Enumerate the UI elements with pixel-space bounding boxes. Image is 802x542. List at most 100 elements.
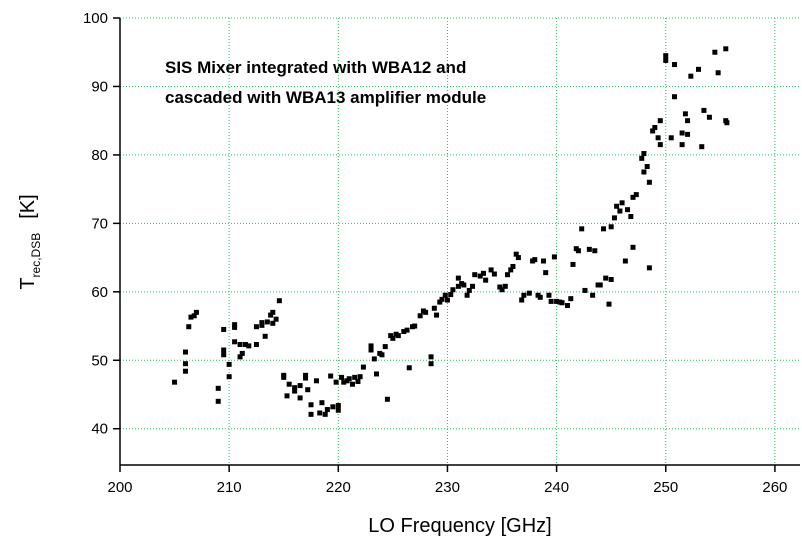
data-point — [601, 226, 607, 232]
data-point — [259, 322, 265, 328]
data-point — [444, 297, 450, 303]
data-point — [384, 396, 390, 402]
data-point — [368, 347, 374, 353]
data-point — [232, 324, 238, 330]
y-tick-label: 100 — [83, 10, 108, 27]
data-point — [510, 263, 516, 269]
data-point — [546, 292, 552, 298]
data-point — [382, 344, 388, 350]
data-point — [592, 248, 598, 254]
data-point — [590, 292, 596, 298]
data-point — [639, 155, 645, 161]
data-point — [431, 305, 437, 311]
data-point — [497, 284, 503, 290]
data-point — [357, 374, 363, 380]
data-point — [723, 46, 729, 52]
data-point — [253, 342, 259, 348]
data-point — [614, 203, 620, 209]
data-point — [281, 372, 287, 378]
data-point — [532, 257, 538, 263]
data-point — [423, 309, 429, 315]
data-point — [682, 111, 688, 117]
data-point — [270, 309, 276, 315]
data-point — [434, 312, 440, 318]
data-point — [450, 287, 456, 293]
data-point — [221, 352, 227, 358]
data-point — [439, 296, 445, 302]
data-point — [622, 258, 628, 264]
data-point — [253, 324, 259, 330]
data-point — [724, 120, 730, 126]
x-tick-label: 200 — [107, 479, 132, 496]
x-tick-label: 260 — [762, 479, 787, 496]
data-point — [646, 179, 652, 185]
data-point — [548, 298, 554, 304]
data-point — [428, 354, 434, 360]
data-point — [319, 400, 325, 406]
data-point — [513, 251, 519, 257]
data-point — [308, 411, 314, 417]
data-point — [663, 53, 669, 59]
data-point — [297, 395, 303, 401]
data-point — [264, 319, 270, 325]
data-point — [715, 70, 721, 76]
data-point — [284, 393, 290, 399]
data-point — [335, 407, 341, 413]
data-point — [182, 349, 188, 355]
data-point — [712, 49, 718, 55]
data-point — [172, 379, 178, 385]
data-point — [671, 94, 677, 100]
data-point — [502, 283, 508, 289]
data-point — [379, 352, 385, 358]
data-point — [657, 142, 663, 148]
data-point — [270, 320, 276, 326]
data-point — [625, 207, 631, 213]
data-point — [412, 323, 418, 329]
data-point — [182, 361, 188, 367]
data-point — [491, 271, 497, 277]
data-point — [608, 224, 614, 230]
data-point — [597, 282, 603, 288]
data-point — [388, 333, 394, 339]
data-point — [303, 372, 309, 378]
data-point — [448, 292, 454, 298]
data-point — [221, 347, 227, 353]
data-point — [559, 300, 565, 306]
data-point — [303, 375, 309, 381]
x-tick-label: 250 — [653, 479, 678, 496]
data-point — [679, 130, 685, 136]
data-point — [297, 383, 303, 389]
x-tick-label: 210 — [217, 479, 242, 496]
data-point — [328, 373, 334, 379]
data-point — [521, 292, 527, 298]
data-point — [630, 244, 636, 250]
data-point — [644, 164, 650, 170]
data-point — [221, 326, 227, 332]
data-point — [641, 151, 647, 157]
data-point — [374, 371, 380, 377]
data-point — [239, 350, 245, 356]
data-point — [540, 258, 546, 264]
data-point — [679, 142, 685, 148]
data-point — [551, 254, 557, 260]
data-point — [515, 255, 521, 261]
data-point — [508, 267, 514, 273]
data-point — [428, 361, 434, 367]
annotation: cascaded with WBA13 amplifier module — [165, 88, 486, 107]
data-point — [226, 374, 232, 380]
data-point — [466, 287, 472, 293]
data-point — [526, 290, 532, 296]
data-point — [617, 208, 623, 214]
data-point — [417, 313, 423, 319]
data-point — [286, 381, 292, 387]
data-point — [568, 296, 574, 302]
data-point — [333, 379, 339, 385]
data-point — [273, 316, 279, 322]
data-point — [292, 385, 298, 391]
data-point — [671, 62, 677, 68]
data-point — [657, 118, 663, 124]
data-point — [182, 368, 188, 374]
data-point — [346, 376, 352, 382]
data-point — [663, 57, 669, 63]
data-point — [611, 215, 617, 221]
